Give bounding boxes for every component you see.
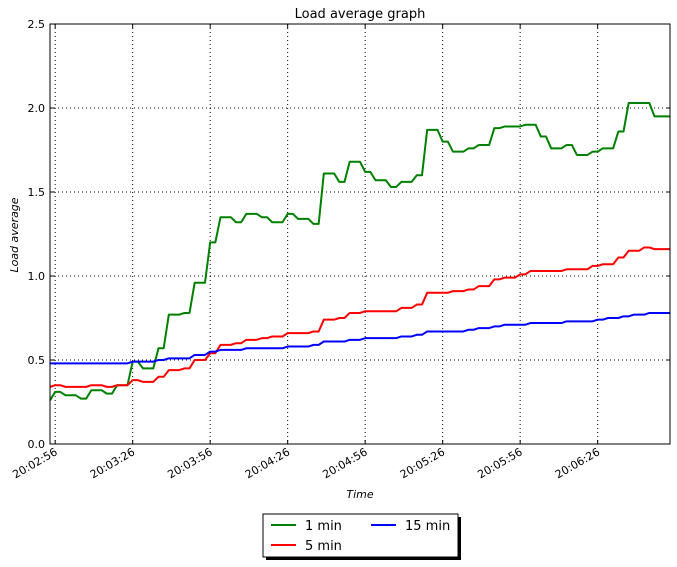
legend-label-5-min: 5 min [305, 539, 342, 554]
chart-title: Load average graph [295, 7, 426, 22]
legend-box [262, 513, 459, 558]
series-line-5-min [49, 246, 670, 388]
y-axis-title: Load average [8, 197, 21, 272]
x-tick-label: 20:04:56 [320, 445, 369, 481]
series-lines [49, 101, 670, 401]
x-tick-label: 20:03:26 [88, 445, 137, 481]
series-line-15-min [50, 311, 670, 365]
plot-frame [49, 23, 671, 445]
x-tick-label: 20:04:26 [243, 445, 292, 481]
legend-label-15-min: 15 min [405, 519, 450, 534]
x-tick-label: 20:03:56 [165, 445, 214, 481]
y-tick-label: 2.0 [28, 102, 46, 115]
x-axis-title: Time [346, 488, 373, 501]
chart-legend: 1 min 5 min 15 min [262, 513, 461, 560]
y-tick-label: 0.5 [28, 354, 46, 367]
x-tick-label: 20:05:26 [398, 445, 447, 481]
y-tick-label: 0.0 [28, 438, 46, 451]
grid [50, 24, 670, 444]
series-line-1-min [49, 101, 670, 401]
y-tick-label: 2.5 [28, 18, 46, 31]
y-tick-label: 1.5 [28, 186, 46, 199]
legend-label-1-min: 1 min [305, 519, 342, 534]
x-tick-label: 20:06:26 [553, 445, 602, 481]
axis-ticks: 0.00.51.01.52.02.520:02:56 20:03:26 20:03:… [10, 18, 670, 481]
x-tick-label: 20:05:56 [475, 445, 524, 481]
y-tick-label: 1.0 [28, 270, 46, 283]
